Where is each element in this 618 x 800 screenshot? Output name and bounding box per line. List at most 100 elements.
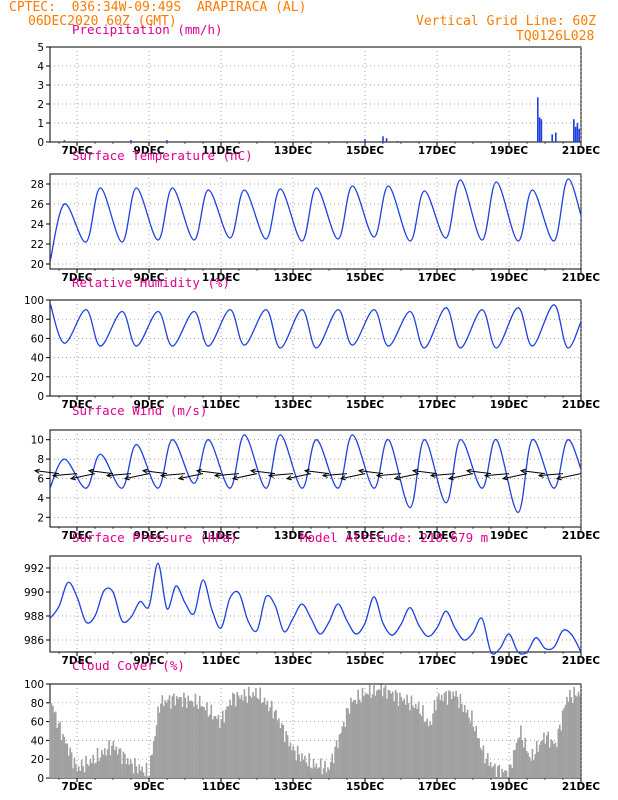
wind-arrowhead-26 <box>501 475 508 481</box>
precip-ylabel-2: 2 <box>37 99 44 111</box>
temp-xlabel-4: 15DEC <box>346 272 385 284</box>
wind-series-line <box>50 434 581 514</box>
wind-arrow-0 <box>34 470 60 475</box>
wind-ylabel-1: 4 <box>37 493 44 505</box>
wind-arrow-5 <box>124 473 150 480</box>
wind-arrowhead-13 <box>267 472 274 478</box>
precip-frame <box>49 46 582 143</box>
wind-xlabel-7: 21DEC <box>562 530 601 542</box>
wind-arrow-20 <box>394 473 420 480</box>
header-date: 06DEC2020 60Z (GMT) <box>28 14 177 29</box>
rh-series-line <box>50 302 581 349</box>
rh-ylabel-1: 20 <box>31 372 44 384</box>
temp-series-line <box>50 178 581 263</box>
wind-arrow-18 <box>358 470 384 475</box>
temp-ylabel-0: 20 <box>31 259 44 271</box>
wind-arrowhead-16 <box>321 472 328 478</box>
precip-title: Precipitation (mm/h) <box>72 22 223 37</box>
wind-arrowhead-1 <box>51 472 58 478</box>
wind-arrowhead-14 <box>285 475 292 481</box>
wind-ylabel-3: 8 <box>37 454 44 466</box>
wind-arrow-29 <box>556 473 582 480</box>
cloud-xlabel-1: 9DEC <box>134 781 165 793</box>
pressure-ylabel-1: 988 <box>24 611 44 623</box>
cloud-ylabel-2: 40 <box>31 735 44 747</box>
wind-xlabel-3: 13DEC <box>274 530 313 542</box>
cloud-frame <box>49 683 582 779</box>
header-model-id: TQ0126L028 <box>516 29 595 44</box>
cloud-ylabel-4: 80 <box>31 698 44 710</box>
wind-arrow-23 <box>448 473 474 480</box>
wind-arrowhead-6 <box>141 468 148 474</box>
cloud-xlabel-0: 7DEC <box>62 781 93 793</box>
wind-arrow-9 <box>196 470 222 475</box>
pressure-ylabel-0: 986 <box>24 635 44 647</box>
wind-arrow-11 <box>232 473 258 480</box>
precip-ylabel-4: 4 <box>37 61 44 73</box>
wind-arrow-16 <box>322 473 348 477</box>
precip-xlabel-3: 13DEC <box>274 145 313 157</box>
pressure-series-line <box>49 562 582 655</box>
rh-xlabel-5: 17DEC <box>418 399 457 411</box>
wind-arrowhead-28 <box>537 472 544 478</box>
wind-arrow-26 <box>502 473 528 480</box>
wind-arrowhead-12 <box>249 468 256 474</box>
cloud-xlabel-3: 13DEC <box>274 781 313 793</box>
rh-ylabel-0: 0 <box>37 391 44 403</box>
wind-arrowhead-22 <box>429 472 436 478</box>
pressure-xlabel-1: 9DEC <box>134 655 165 667</box>
rh-xlabel-6: 19DEC <box>490 399 529 411</box>
wind-arrow-10 <box>214 473 240 477</box>
wind-arrowhead-15 <box>303 468 310 474</box>
rh-xlabel-3: 13DEC <box>274 399 313 411</box>
wind-xlabel-2: 11DEC <box>202 530 241 542</box>
wind-arrowhead-0 <box>33 468 40 474</box>
wind-ylabel-0: 2 <box>37 512 44 524</box>
cloud-ylabel-0: 0 <box>37 773 44 785</box>
wind-arrow-24 <box>466 470 492 475</box>
wind-xlabel-4: 15DEC <box>346 530 385 542</box>
wind-arrow-17 <box>340 473 366 480</box>
wind-arrowhead-23 <box>447 475 454 481</box>
wind-arrow-2 <box>70 473 96 480</box>
wind-frame <box>49 429 582 528</box>
precip-ylabel-0: 0 <box>37 137 44 149</box>
wind-arrowhead-24 <box>465 468 472 474</box>
rh-title: Relative Humidity (%) <box>72 275 230 290</box>
rh-xlabel-1: 9DEC <box>134 399 165 411</box>
precip-xlabel-7: 21DEC <box>562 145 601 157</box>
precip-xlabel-4: 15DEC <box>346 145 385 157</box>
temp-xlabel-1: 9DEC <box>134 272 165 284</box>
rh-xlabel-2: 11DEC <box>202 399 241 411</box>
temp-xlabel-2: 11DEC <box>202 272 241 284</box>
wind-ylabel-4: 10 <box>31 435 44 447</box>
wind-arrow-3 <box>88 470 114 475</box>
temp-xlabel-7: 21DEC <box>562 272 601 284</box>
rh-ylabel-4: 80 <box>31 314 44 326</box>
wind-arrowhead-20 <box>393 475 400 481</box>
wind-arrow-4 <box>106 473 132 477</box>
wind-arrowhead-17 <box>339 475 346 481</box>
wind-arrowhead-21 <box>411 468 418 474</box>
pressure-xlabel-0: 7DEC <box>62 655 93 667</box>
wind-arrowhead-27 <box>519 468 526 474</box>
temp-title: Surface Temperature (nC) <box>72 148 253 163</box>
wind-arrowhead-9 <box>195 468 202 474</box>
temp-ylabel-2: 24 <box>31 219 45 231</box>
wind-title: Surface Wind (m/s) <box>72 403 207 418</box>
wind-xlabel-5: 17DEC <box>418 530 457 542</box>
precip-xlabel-0: 7DEC <box>62 145 93 157</box>
pressure-ylabel-3: 992 <box>24 563 44 575</box>
pressure-xlabel-6: 19DEC <box>490 655 529 667</box>
rh-ylabel-2: 40 <box>31 353 44 365</box>
wind-arrowhead-2 <box>69 475 76 481</box>
precip-ylabel-3: 3 <box>37 80 44 92</box>
wind-ylabel-2: 6 <box>37 474 44 486</box>
wind-arrowhead-25 <box>483 472 490 478</box>
wind-arrow-25 <box>484 473 510 477</box>
cloud-xlabel-7: 21DEC <box>562 781 601 793</box>
wind-arrowhead-19 <box>375 472 382 478</box>
wind-arrowhead-10 <box>213 472 220 478</box>
wind-arrow-22 <box>430 473 456 477</box>
rh-ylabel-5: 100 <box>24 295 44 307</box>
